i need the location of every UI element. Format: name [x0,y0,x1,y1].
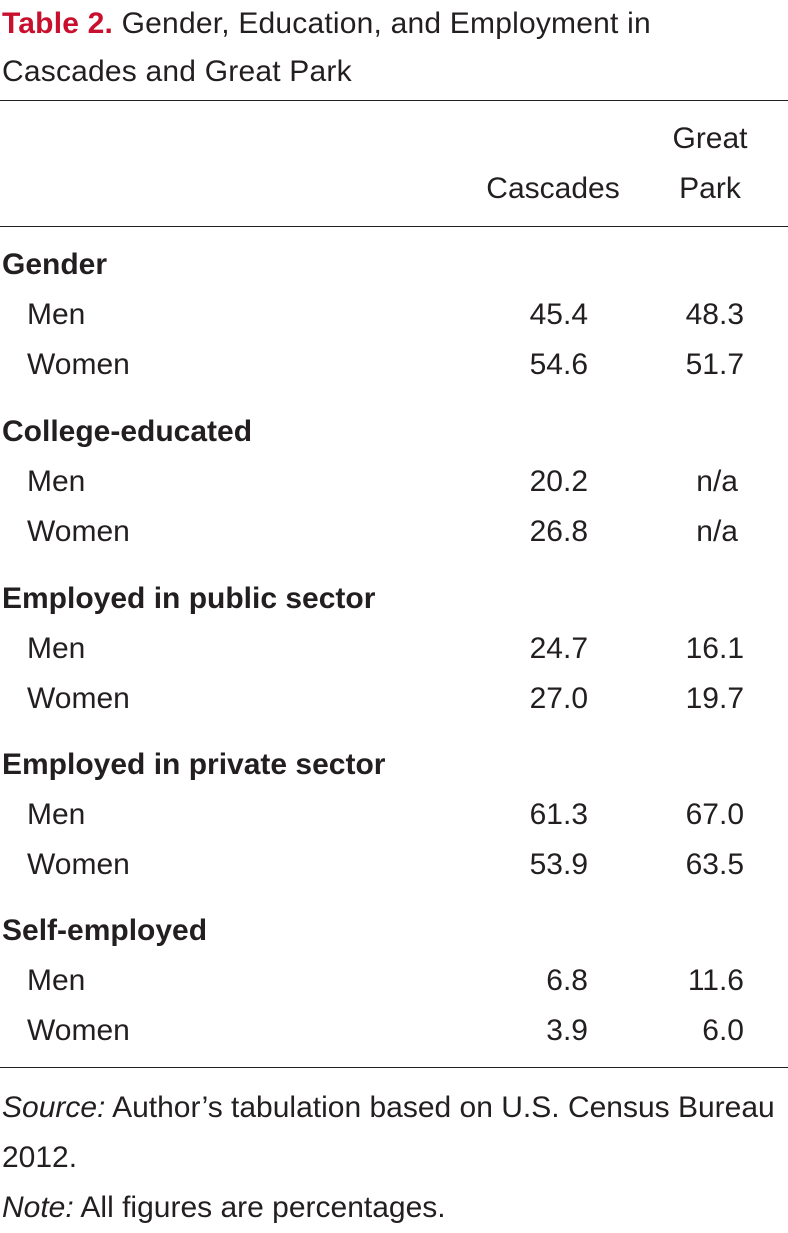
table-row: Women 27.0 19.7 [0,674,788,724]
note-text: All figures are percentages. [80,1191,446,1224]
row-label: Men [27,465,86,498]
column-header-great-park-line2: Park [679,172,741,205]
top-rule [0,100,788,101]
cascades-value: 6.8 [546,964,588,997]
row-label: Men [27,298,86,331]
group-row: Employed in public sector [0,574,788,624]
row-label: Men [27,798,86,831]
group-label: College-educated [2,415,253,448]
group-label: Gender [2,248,108,281]
row-label: Women [27,682,130,715]
cascades-value: 54.6 [529,348,588,381]
row-label: Women [27,348,130,381]
row-label: Women [27,515,130,548]
header-rule [0,226,788,227]
great-park-value: 48.3 [685,298,744,331]
group-row: Self-employed [0,906,788,956]
great-park-value: 16.1 [685,632,744,665]
great-park-value: n/a [696,515,738,548]
cascades-value: 20.2 [529,465,588,498]
cascades-value: 24.7 [529,632,588,665]
table-row: Women 53.9 63.5 [0,840,788,890]
table-row: Women 26.8 n/a [0,507,788,557]
table-title: Table 2. Gender, Education, and Employme… [2,0,782,96]
table-row: Men 45.4 48.3 [0,290,788,340]
note-label: Note: [2,1191,74,1224]
table-number: Table 2. [2,7,114,40]
table-row: Men 20.2 n/a [0,457,788,507]
group-row: College-educated [0,407,788,457]
great-park-value: n/a [696,465,738,498]
row-label: Women [27,1014,130,1047]
figures-note: Note: All figures are percentages. [2,1183,786,1233]
row-label: Women [27,848,130,881]
great-park-value: 6.0 [702,1014,744,1047]
great-park-value: 11.6 [687,964,744,997]
cascades-value: 53.9 [529,848,588,881]
cascades-value: 61.3 [529,798,588,831]
row-label: Men [27,964,86,997]
great-park-value: 19.7 [685,682,744,715]
group-label: Employed in public sector [2,582,376,615]
table-row: Men 6.8 11.6 [0,956,788,1006]
table-row: Men 61.3 67.0 [0,790,788,840]
group-label: Employed in private sector [2,748,386,781]
row-label: Men [27,632,86,665]
table-row: Women 54.6 51.7 [0,340,788,390]
table-row: Women 3.9 6.0 [0,1006,788,1056]
bottom-rule [0,1067,788,1068]
great-park-value: 67.0 [685,798,744,831]
great-park-value: 63.5 [685,848,744,881]
cascades-value: 27.0 [529,682,588,715]
cascades-value: 3.9 [546,1014,588,1047]
table-caption: Gender, Education, and Employment in Cas… [2,7,651,88]
cascades-value: 26.8 [529,515,588,548]
source-label: Source: [2,1091,106,1124]
group-row: Gender [0,240,788,290]
group-row: Employed in private sector [0,740,788,790]
column-header-great-park-line1: Great [672,122,748,155]
source-text: Author’s tabulation based on U.S. Census… [2,1091,775,1174]
source-note: Source: Author’s tabulation based on U.S… [2,1083,786,1183]
column-header-cascades: Cascades [486,172,620,205]
great-park-value: 51.7 [685,348,744,381]
cascades-value: 45.4 [529,298,588,331]
table-row: Men 24.7 16.1 [0,624,788,674]
group-label: Self-employed [2,914,208,947]
